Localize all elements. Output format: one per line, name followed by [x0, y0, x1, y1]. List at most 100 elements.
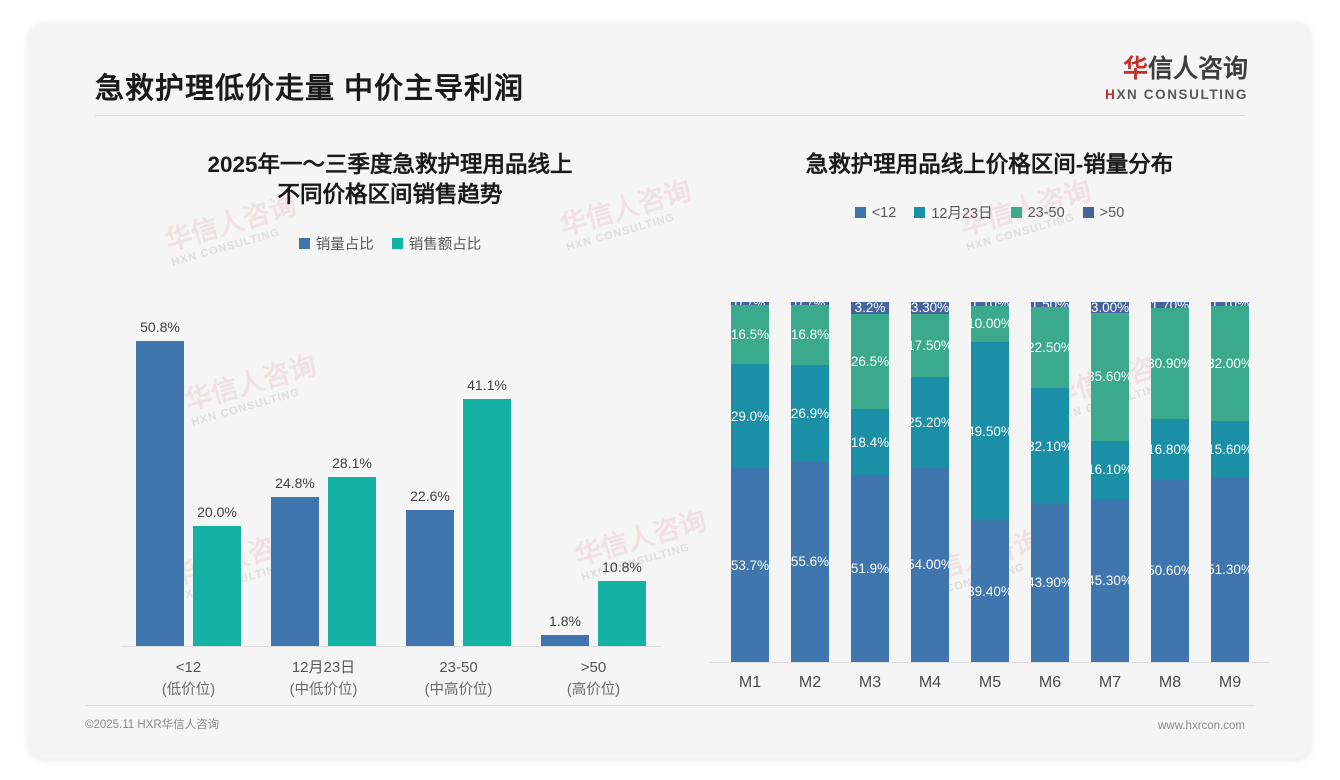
bar-column[interactable]: 22.6% [406, 316, 454, 646]
stacked-bar-segment[interactable]: 15.60% [1211, 421, 1249, 478]
segment-value-label: 16.5% [731, 326, 769, 342]
bar-column[interactable]: 50.8% [136, 316, 184, 646]
stacked-bar-segment[interactable]: 39.40% [971, 520, 1009, 662]
stacked-bar-segment[interactable]: 16.8% [791, 304, 829, 365]
segment-value-label: 0.7% [795, 302, 826, 305]
right-chart-title: 急救护理用品线上价格区间-销量分布 [805, 152, 1174, 177]
stacked-bar[interactable]: 3.30% 17.50% 25.20% 54.00% [911, 302, 949, 662]
stacked-bar-segment[interactable]: 32.00% [1211, 305, 1249, 422]
left-chart-legend: 销量占比 销售额占比 [85, 233, 695, 254]
bar[interactable] [193, 526, 241, 646]
stacked-bar-segment[interactable]: 1.10% [971, 302, 1009, 306]
bar[interactable] [136, 341, 184, 646]
bar-column[interactable]: 41.1% [463, 316, 511, 646]
segment-value-label: 35.60% [1091, 369, 1129, 385]
legend-item[interactable]: >50 [1082, 205, 1124, 221]
page-title: 急救护理低价走量 中价主导利润 [95, 73, 525, 105]
stacked-bar-segment[interactable]: 49.50% [971, 341, 1009, 521]
stacked-bar[interactable]: 1.10% 32.00% 15.60% 51.30% [1211, 302, 1249, 662]
x-tick-main: >50 [580, 659, 607, 676]
stacked-bar-segment[interactable]: 54.00% [911, 467, 949, 662]
stacked-bar-segment[interactable]: 35.60% [1091, 312, 1129, 441]
x-axis-tick-label: M5 [978, 674, 1002, 691]
stacked-bar-segment[interactable]: 55.6% [791, 461, 829, 662]
stacked-bar-segment[interactable]: 26.9% [791, 364, 829, 462]
segment-value-label: 3.00% [1091, 302, 1129, 313]
x-axis-tick-label: M2 [798, 674, 822, 691]
stacked-bar-segment[interactable]: 26.5% [851, 313, 889, 409]
bar-column[interactable]: 20.0% [193, 316, 241, 646]
stacked-bar-segment[interactable]: 3.00% [1091, 302, 1129, 313]
bar-column[interactable]: 24.8% [271, 316, 319, 646]
segment-value-label: 1.50% [1031, 302, 1069, 307]
stacked-bar[interactable]: 3.00% 35.60% 16.10% 45.30% [1091, 302, 1129, 662]
stacked-bar[interactable]: 0.7% 16.8% 26.9% 55.6% [791, 302, 829, 662]
stacked-bar-segment[interactable]: 0.7% [731, 302, 769, 305]
segment-value-label: 1.10% [971, 302, 1009, 306]
segment-value-label: 50.60% [1151, 563, 1189, 579]
legend-item[interactable]: 23-50 [1010, 205, 1065, 221]
stacked-bar-segment[interactable]: 1.50% [1031, 302, 1069, 308]
left-chart-x-axis-line [121, 646, 661, 647]
bar[interactable] [271, 497, 319, 646]
stacked-bar-segment[interactable]: 51.9% [851, 475, 889, 662]
bar-value-label: 24.8% [275, 475, 315, 492]
logo-char-hua: 华 [1122, 55, 1148, 83]
legend-item[interactable]: 12月23日 [914, 202, 993, 223]
segment-value-label: 16.10% [1091, 462, 1129, 478]
stacked-bar-segment[interactable]: 53.7% [731, 468, 769, 662]
stacked-bar-segment[interactable]: 1.10% [1211, 302, 1249, 306]
legend-item[interactable]: <12 [854, 205, 896, 221]
stacked-bar-segment[interactable]: 18.4% [851, 408, 889, 476]
stacked-bar-segment[interactable]: 30.90% [1151, 308, 1189, 420]
stacked-bar-segment[interactable]: 0.7% [791, 302, 829, 305]
stacked-bar-segment[interactable]: 1.70% [1151, 302, 1189, 309]
stacked-bar-segment[interactable]: 51.30% [1211, 477, 1249, 662]
stacked-bar-segment[interactable]: 17.50% [911, 313, 949, 377]
stacked-bar-segment[interactable]: 32.10% [1031, 388, 1069, 504]
bar-column[interactable]: 28.1% [328, 316, 376, 646]
legend-item[interactable]: 销售额占比 [391, 233, 481, 254]
stacked-bar-segment[interactable]: 29.0% [731, 363, 769, 469]
stacked-bar[interactable]: 0.7% 16.5% 29.0% 53.7% [731, 302, 769, 662]
stacked-bar-segment[interactable]: 45.30% [1091, 498, 1129, 662]
segment-value-label: 45.30% [1091, 572, 1129, 588]
stacked-bar-segment[interactable]: 43.90% [1031, 503, 1069, 662]
segment-value-label: 55.6% [791, 554, 829, 570]
bar[interactable] [328, 477, 376, 646]
legend-label: 销量占比 [315, 236, 374, 253]
segment-value-label: 32.00% [1211, 356, 1249, 372]
segment-value-label: 15.60% [1211, 441, 1249, 457]
segment-value-label: 1.70% [1151, 302, 1189, 308]
stacked-bar-segment[interactable]: 22.50% [1031, 307, 1069, 389]
bar[interactable] [541, 635, 589, 646]
bar[interactable] [598, 581, 646, 646]
slide-canvas: 急救护理低价走量 中价主导利润 华信人咨询 HXN CONSULTING 华信人… [30, 22, 1310, 758]
stacked-bar-segment[interactable]: 3.30% [911, 302, 949, 314]
stacked-bar-segment[interactable]: 10.00% [971, 305, 1009, 342]
stacked-bar-segment[interactable]: 16.10% [1091, 440, 1129, 499]
bar[interactable] [406, 510, 454, 646]
bar[interactable] [463, 399, 511, 646]
x-axis-tick-label: M3 [858, 674, 882, 691]
stacked-bar[interactable]: 1.50% 22.50% 32.10% 43.90% [1031, 302, 1069, 662]
stacked-bar-segment[interactable]: 16.5% [731, 304, 769, 364]
stacked-bar-segment[interactable]: 50.60% [1151, 479, 1189, 662]
right-chart-x-axis-line [710, 662, 1270, 663]
x-tick-sub: (低价位) [161, 682, 216, 699]
bar-column[interactable]: 1.8% [541, 316, 589, 646]
logo-en-rest: XN CONSULTING [1116, 86, 1248, 102]
stacked-bar[interactable]: 3.2% 26.5% 18.4% 51.9% [851, 302, 889, 662]
stacked-bar-segment[interactable]: 16.80% [1151, 419, 1189, 480]
x-tick-sub: (中低价位) [289, 682, 358, 699]
segment-value-label: 43.90% [1031, 575, 1069, 591]
segment-value-label: 17.50% [911, 337, 949, 353]
stacked-bar-segment[interactable]: 25.20% [911, 376, 949, 468]
stacked-bar[interactable]: 1.70% 30.90% 16.80% 50.60% [1151, 302, 1189, 662]
bar-column[interactable]: 10.8% [598, 316, 646, 646]
bar-group: 1.8% 10.8% [526, 316, 661, 646]
segment-value-label: 29.0% [731, 408, 769, 424]
stacked-bar-segment[interactable]: 3.2% [851, 302, 889, 314]
stacked-bar[interactable]: 1.10% 10.00% 49.50% 39.40% [971, 302, 1009, 662]
legend-item[interactable]: 销量占比 [298, 233, 374, 254]
